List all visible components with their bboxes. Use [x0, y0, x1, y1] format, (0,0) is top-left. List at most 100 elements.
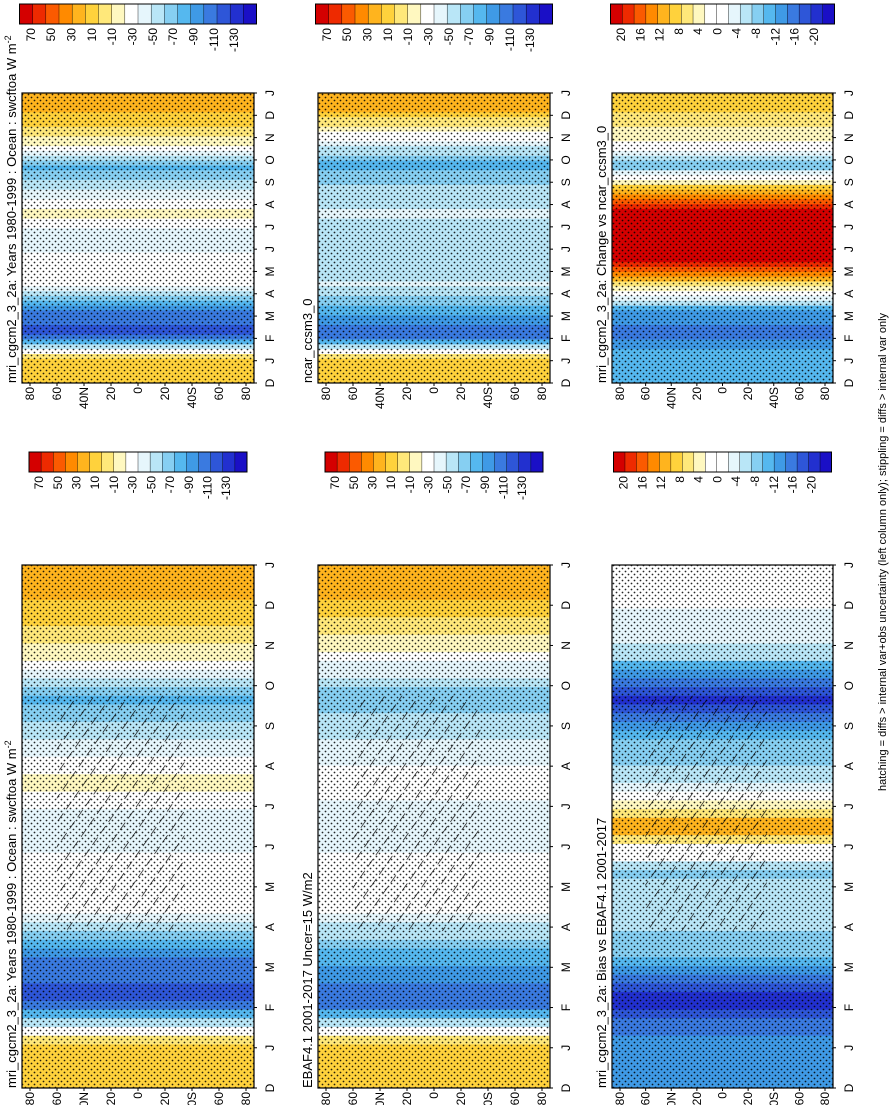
colorbar-swatch	[762, 451, 775, 473]
colorbar-swatch	[670, 451, 683, 473]
month-tick-label: N	[559, 133, 573, 142]
lat-tick-label: 80	[613, 387, 627, 401]
colorbar-swatch	[682, 451, 695, 473]
colorbar-tick-label: 70	[32, 476, 46, 490]
lat-tick-label: 60	[50, 387, 64, 401]
lat-tick-label: 40N	[77, 1092, 91, 1105]
colorbar-swatch	[32, 3, 47, 25]
colorbar-swatch	[150, 3, 165, 25]
colorbar-tick-label: 50	[340, 28, 354, 42]
colorbar-swatch	[622, 3, 635, 25]
colorbar-swatch	[693, 451, 706, 473]
colorbar-swatch	[796, 451, 810, 473]
colorbar-swatch	[633, 3, 647, 25]
lat-tick-label: 20	[454, 387, 468, 401]
month-tick-label: J	[842, 844, 856, 850]
month-tick-label: N	[263, 641, 277, 650]
colorbar-swatch	[808, 451, 821, 473]
month-tick-label: J	[559, 246, 573, 252]
colorbar-tick-label: -30	[126, 476, 140, 494]
month-tick-label: J	[842, 358, 856, 364]
month-tick-label: M	[559, 266, 573, 276]
colorbar-swatch	[433, 3, 448, 25]
lat-tick-label: 60	[639, 387, 653, 401]
colorbar-swatch	[669, 3, 682, 25]
month-tick-label: D	[842, 1083, 856, 1092]
colorbar-swatch	[162, 451, 175, 473]
lat-tick-label: 80	[239, 387, 253, 401]
lat-tick-label: 40N	[664, 387, 678, 409]
month-tick-label: A	[842, 923, 856, 931]
lat-tick-label: 60	[50, 1092, 64, 1105]
month-tick-label: F	[842, 335, 856, 342]
lat-tick-label: 40N	[77, 387, 91, 409]
lat-tick-label: 60	[346, 1092, 360, 1105]
colorbar-swatch	[636, 451, 649, 473]
month-tick-label: J	[263, 246, 277, 252]
lat-tick-label: 20	[104, 1092, 118, 1105]
lat-tick-label: 80	[239, 1092, 253, 1105]
month-tick-label: D	[842, 111, 856, 120]
lat-tick-label: 20	[400, 1092, 414, 1105]
colorbar-swatch	[486, 3, 501, 25]
lat-tick-label: 0	[131, 387, 145, 394]
colorbar-swatch	[773, 451, 787, 473]
colorbar-tick-label: 30	[69, 476, 83, 490]
colorbar-tick-label: -110	[503, 28, 517, 51]
month-tick-label: J	[559, 1045, 573, 1051]
colorbar-tick-label: 10	[384, 476, 398, 490]
colorbar-tick-label: 30	[360, 28, 374, 42]
colorbar-tick-label: -130	[219, 476, 233, 500]
colorbar-swatch	[124, 3, 139, 25]
lat-tick-label: 80	[319, 1092, 333, 1105]
lat-tick-label: 80	[818, 387, 832, 401]
month-tick-label: D	[559, 111, 573, 120]
month-tick-label: J	[842, 1045, 856, 1051]
month-tick-label: S	[263, 722, 277, 730]
colorbar-swatch	[613, 451, 626, 473]
colorbar-tick-label: -4	[730, 28, 744, 39]
lat-tick-label: 80	[23, 387, 37, 401]
month-tick-label: D	[559, 601, 573, 610]
title-superscript: -2	[3, 35, 13, 43]
month-tick-label: D	[263, 111, 277, 120]
month-tick-label: S	[263, 178, 277, 186]
colorbar-tick-label: -30	[126, 28, 140, 46]
colorbar-swatch	[354, 3, 369, 25]
colorbar-swatch	[243, 3, 257, 25]
colorbar-swatch	[328, 3, 343, 25]
colorbar-tick-label: -10	[401, 28, 415, 46]
month-tick-label: D	[559, 378, 573, 387]
colorbar-tick-label: 4	[691, 28, 705, 35]
colorbar: 70 50 30 10 -10 -30 -50 -70 -90 -110 -130	[324, 451, 544, 500]
colorbar-swatch	[610, 3, 623, 25]
colorbar-tick-label: -130	[523, 28, 537, 52]
colorbar-swatch	[525, 3, 540, 25]
colorbar-tick-label: 30	[64, 28, 78, 42]
colorbar-swatch	[349, 451, 362, 473]
month-tick-label: J	[842, 562, 856, 568]
colorbar-swatch	[681, 3, 694, 25]
colorbar-tick-label: -50	[146, 28, 160, 46]
month-tick-label: A	[559, 762, 573, 770]
colorbar-tick-label: -110	[200, 476, 214, 499]
colorbar-tick-label: -70	[166, 28, 180, 46]
colorbar-swatch	[19, 3, 34, 25]
colorbar-swatch	[750, 451, 764, 473]
colorbar-tick-label: 0	[710, 476, 724, 483]
lat-tick-label: 40S	[481, 1092, 495, 1105]
lat-tick-label: 80	[613, 1092, 627, 1105]
colorbar-swatch	[186, 451, 200, 473]
colorbar-tick-label: -90	[187, 28, 201, 46]
month-tick-label: D	[842, 601, 856, 610]
colorbar: 70 50 30 10 -10 -30 -50 -70 -90 -110 -130	[28, 451, 248, 500]
month-tick-label: M	[559, 882, 573, 892]
colorbar-swatch	[705, 451, 718, 473]
colorbar-swatch	[657, 3, 670, 25]
colorbar: 70 50 30 10 -10 -30 -50 -70 -90 -110 -130	[19, 3, 257, 52]
month-tick-label: N	[842, 133, 856, 142]
colorbar-tick-label: 10	[88, 476, 102, 490]
colorbar-swatch	[460, 3, 475, 25]
colorbar-swatch	[137, 451, 151, 473]
